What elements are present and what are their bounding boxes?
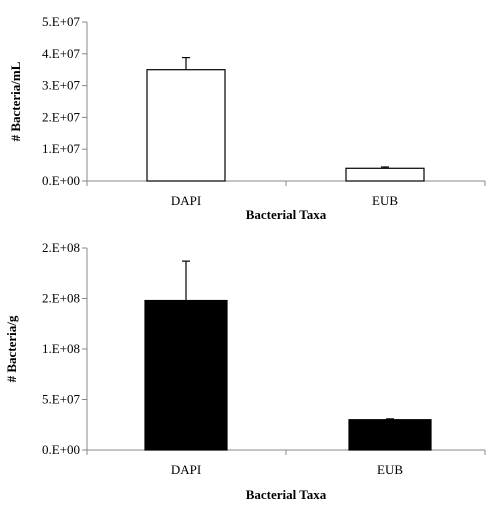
y-tick-label: 1.E+08	[42, 341, 80, 356]
bar-eub	[348, 419, 432, 451]
chart-1: 0.E+00 1.E+07 2.E+07 3.E+07 4.E+07 5.E+07 DAPI…	[8, 14, 486, 222]
x-category-label: DAPI	[171, 193, 201, 208]
y-axis-title: # Bacteria/g	[4, 315, 19, 382]
y-tick-label: 4.E+07	[42, 46, 81, 61]
x-category-label: EUB	[377, 462, 403, 477]
bar-dapi	[146, 69, 226, 182]
y-tick-label: 2.E+07	[42, 109, 81, 124]
y-tick-label: 2.E+08	[42, 291, 80, 306]
x-axis-title: Bacterial Taxa	[246, 487, 327, 502]
y-tick-label: 5.E+07	[42, 392, 81, 407]
y-axis-title: # Bacteria/mL	[8, 61, 23, 141]
bar-eub	[345, 167, 425, 182]
y-tick-label: 0.E+00	[42, 442, 80, 457]
chart-2: 0.E+00 5.E+07 1.E+08 2.E+08 2.E+08 DAPI EUB Bac…	[4, 240, 486, 502]
x-axis-title: Bacterial Taxa	[246, 207, 327, 222]
y-tick-label: 3.E+07	[42, 78, 81, 93]
x-category-label: EUB	[372, 193, 398, 208]
y-tick-label: 1.E+07	[42, 141, 81, 156]
y-tick-label: 0.E+00	[42, 173, 80, 188]
y-tick-label: 5.E+07	[42, 14, 81, 29]
bar-dapi	[144, 299, 228, 451]
x-category-label: DAPI	[171, 462, 201, 477]
y-tick-label: 2.E+08	[42, 240, 80, 255]
